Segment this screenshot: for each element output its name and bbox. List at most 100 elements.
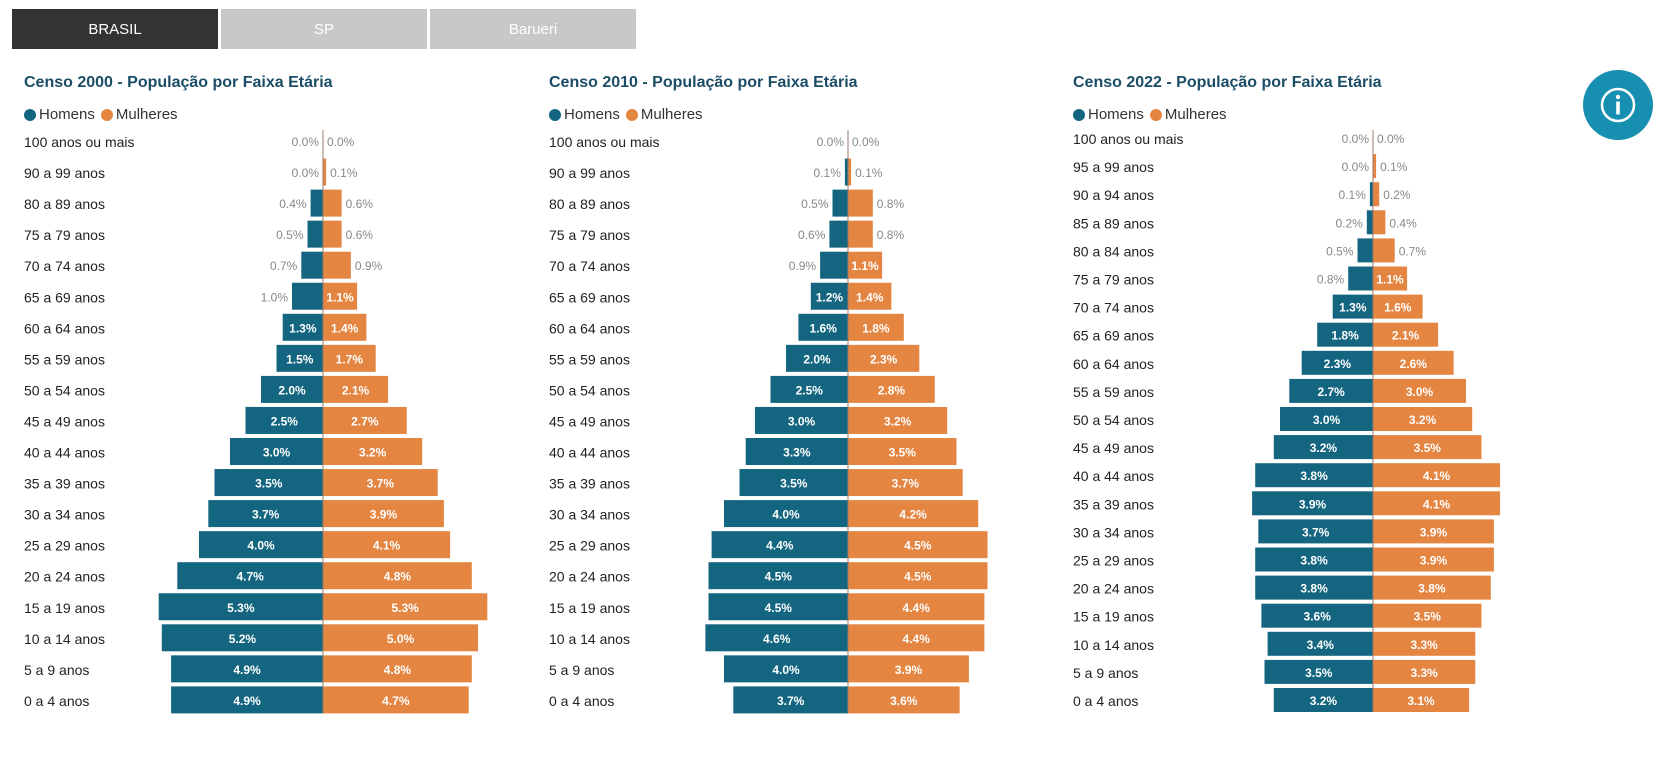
bar-mulheres[interactable] bbox=[848, 158, 852, 186]
bar-mulheres[interactable] bbox=[848, 624, 985, 652]
bar-homens[interactable] bbox=[276, 344, 324, 372]
bar-mulheres[interactable] bbox=[323, 220, 342, 248]
tab-barueri[interactable]: Barueri bbox=[430, 9, 636, 49]
bar-homens[interactable] bbox=[1366, 210, 1373, 235]
bar-homens[interactable] bbox=[261, 375, 323, 403]
bar-mulheres[interactable] bbox=[848, 531, 988, 559]
bar-mulheres[interactable] bbox=[848, 562, 988, 590]
bar-mulheres[interactable] bbox=[1373, 294, 1423, 319]
bar-homens[interactable] bbox=[755, 406, 848, 434]
bar-homens[interactable] bbox=[705, 624, 848, 652]
legend-item-homens[interactable]: Homens bbox=[1073, 106, 1144, 123]
bar-homens[interactable] bbox=[1273, 435, 1373, 460]
bar-mulheres[interactable] bbox=[1373, 463, 1501, 488]
bar-homens[interactable] bbox=[832, 189, 849, 217]
bar-mulheres[interactable] bbox=[848, 469, 963, 497]
bar-mulheres[interactable] bbox=[323, 500, 444, 528]
tab-sp[interactable]: SP bbox=[221, 9, 427, 49]
bar-homens[interactable] bbox=[770, 375, 849, 403]
bar-mulheres[interactable] bbox=[323, 158, 327, 186]
bar-homens[interactable] bbox=[724, 655, 848, 683]
bar-homens[interactable] bbox=[708, 562, 849, 590]
bar-mulheres[interactable] bbox=[1373, 547, 1494, 572]
bar-mulheres[interactable] bbox=[323, 624, 478, 652]
bar-homens[interactable] bbox=[199, 531, 323, 559]
legend-item-mulheres[interactable]: Mulheres bbox=[625, 106, 703, 123]
bar-homens[interactable] bbox=[739, 469, 849, 497]
bar-mulheres[interactable] bbox=[848, 251, 883, 279]
bar-mulheres[interactable] bbox=[323, 593, 488, 621]
bar-homens[interactable] bbox=[214, 469, 324, 497]
bar-homens[interactable] bbox=[158, 593, 323, 621]
bar-homens[interactable] bbox=[1252, 491, 1373, 516]
bar-mulheres[interactable] bbox=[1373, 659, 1476, 684]
bar-homens[interactable] bbox=[1267, 631, 1373, 656]
bar-mulheres[interactable] bbox=[323, 282, 358, 310]
bar-homens[interactable] bbox=[810, 282, 848, 310]
bar-homens[interactable] bbox=[177, 562, 323, 590]
bar-mulheres[interactable] bbox=[323, 562, 472, 590]
bar-homens[interactable] bbox=[786, 344, 848, 372]
bar-mulheres[interactable] bbox=[848, 375, 935, 403]
bar-mulheres[interactable] bbox=[848, 189, 873, 217]
bar-homens[interactable] bbox=[171, 655, 323, 683]
bar-homens[interactable] bbox=[708, 593, 849, 621]
info-button[interactable] bbox=[1583, 70, 1653, 140]
bar-homens[interactable] bbox=[230, 438, 323, 465]
bar-homens[interactable] bbox=[1273, 688, 1373, 712]
bar-homens[interactable] bbox=[1258, 519, 1373, 544]
bar-mulheres[interactable] bbox=[848, 438, 957, 465]
bar-mulheres[interactable] bbox=[848, 406, 948, 434]
bar-homens[interactable] bbox=[724, 500, 848, 528]
bar-homens[interactable] bbox=[1261, 603, 1373, 628]
bar-mulheres[interactable] bbox=[848, 686, 960, 714]
bar-mulheres[interactable] bbox=[1373, 688, 1470, 712]
bar-homens[interactable] bbox=[820, 251, 848, 279]
bar-homens[interactable] bbox=[310, 189, 323, 217]
bar-homens[interactable] bbox=[844, 158, 848, 186]
bar-homens[interactable] bbox=[798, 313, 848, 341]
bar-homens[interactable] bbox=[1289, 378, 1373, 403]
bar-homens[interactable] bbox=[1348, 266, 1373, 291]
bar-homens[interactable] bbox=[1369, 182, 1373, 207]
bar-mulheres[interactable] bbox=[1373, 407, 1473, 431]
bar-homens[interactable] bbox=[1317, 322, 1373, 347]
bar-mulheres[interactable] bbox=[1373, 238, 1395, 263]
bar-mulheres[interactable] bbox=[323, 686, 469, 714]
bar-homens[interactable] bbox=[1280, 407, 1373, 431]
bar-mulheres[interactable] bbox=[1373, 266, 1408, 291]
bar-mulheres[interactable] bbox=[323, 344, 376, 372]
bar-mulheres[interactable] bbox=[323, 531, 451, 559]
bar-homens[interactable] bbox=[1264, 659, 1374, 684]
bar-homens[interactable] bbox=[171, 686, 323, 714]
bar-mulheres[interactable] bbox=[848, 500, 979, 528]
bar-mulheres[interactable] bbox=[848, 313, 904, 341]
bar-homens[interactable] bbox=[1332, 294, 1373, 319]
bar-mulheres[interactable] bbox=[1373, 378, 1466, 403]
bar-mulheres[interactable] bbox=[848, 220, 873, 248]
bar-mulheres[interactable] bbox=[1373, 491, 1501, 516]
bar-homens[interactable] bbox=[1357, 238, 1374, 263]
bar-homens[interactable] bbox=[1301, 350, 1373, 375]
bar-homens[interactable] bbox=[161, 624, 323, 652]
bar-mulheres[interactable] bbox=[1373, 631, 1476, 656]
bar-homens[interactable] bbox=[208, 500, 323, 528]
bar-mulheres[interactable] bbox=[1373, 322, 1439, 347]
bar-homens[interactable] bbox=[1255, 547, 1373, 572]
bar-mulheres[interactable] bbox=[848, 282, 892, 310]
bar-mulheres[interactable] bbox=[323, 469, 438, 497]
bar-mulheres[interactable] bbox=[848, 344, 920, 372]
bar-homens[interactable] bbox=[282, 313, 323, 341]
bar-mulheres[interactable] bbox=[848, 655, 969, 683]
legend-item-homens[interactable]: Homens bbox=[24, 106, 95, 123]
bar-homens[interactable] bbox=[711, 531, 848, 559]
bar-homens[interactable] bbox=[829, 220, 848, 248]
bar-homens[interactable] bbox=[307, 220, 324, 248]
bar-mulheres[interactable] bbox=[323, 189, 342, 217]
bar-mulheres[interactable] bbox=[1373, 519, 1494, 544]
bar-mulheres[interactable] bbox=[323, 313, 367, 341]
bar-homens[interactable] bbox=[292, 282, 323, 310]
bar-homens[interactable] bbox=[745, 438, 848, 465]
legend-item-mulheres[interactable]: Mulheres bbox=[1149, 106, 1227, 123]
bar-mulheres[interactable] bbox=[323, 375, 389, 403]
